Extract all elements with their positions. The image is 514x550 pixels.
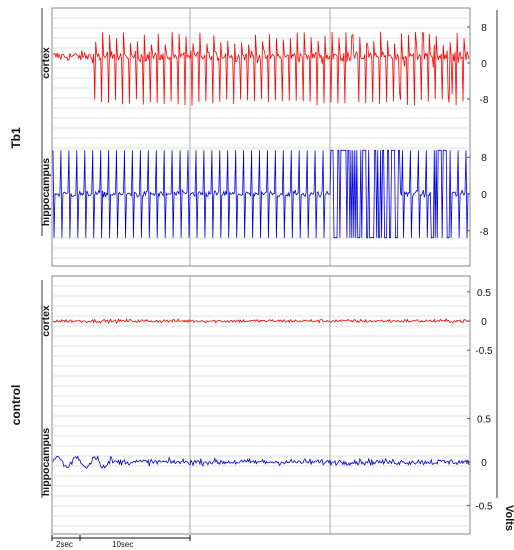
group-label-tb1: Tb1 <box>9 127 23 149</box>
y-tick-label: -8 <box>480 95 489 106</box>
y-tick-label: 0 <box>481 458 487 469</box>
panel-label-tb1-cortex: cortex <box>40 47 52 79</box>
panel-label-tb1-hippocampus: hippocampus <box>40 158 52 226</box>
scale-bar-label-10sec: 10sec <box>112 540 133 549</box>
trace-control-hippocampus <box>52 455 470 470</box>
frame-control <box>51 275 471 535</box>
time-scale-bar: 2sec 10sec <box>51 535 191 549</box>
y-tick-label: 0.5 <box>477 415 491 426</box>
y-tick-label: 0 <box>481 317 487 328</box>
y-axis-title: Volts <box>503 505 514 531</box>
traces <box>52 31 470 470</box>
y-tick-labels: 8 0 -8 8 0 -8 0.5 0 -0.5 0.5 0 -0.5 <box>467 23 493 512</box>
panel-label-control-hippocampus: hippocampus <box>40 428 52 496</box>
y-tick-label: 0.5 <box>477 288 491 299</box>
scale-bar-label-2sec: 2sec <box>56 540 73 549</box>
y-tick-label: 8 <box>481 23 487 34</box>
y-tick-label: -8 <box>480 227 489 238</box>
panel-label-control-cortex: cortex <box>40 305 52 337</box>
y-tick-label: -0.5 <box>475 501 493 512</box>
trace-tb1-cortex <box>52 31 470 106</box>
group-label-control: control <box>9 385 23 426</box>
trace-tb1-hippocampus <box>52 149 470 239</box>
y-tick-label: 0 <box>481 59 487 70</box>
trace-control-cortex <box>52 317 469 325</box>
y-tick-label: 8 <box>481 153 487 164</box>
y-tick-label: -0.5 <box>475 346 493 357</box>
y-tick-label: 0 <box>481 190 487 201</box>
